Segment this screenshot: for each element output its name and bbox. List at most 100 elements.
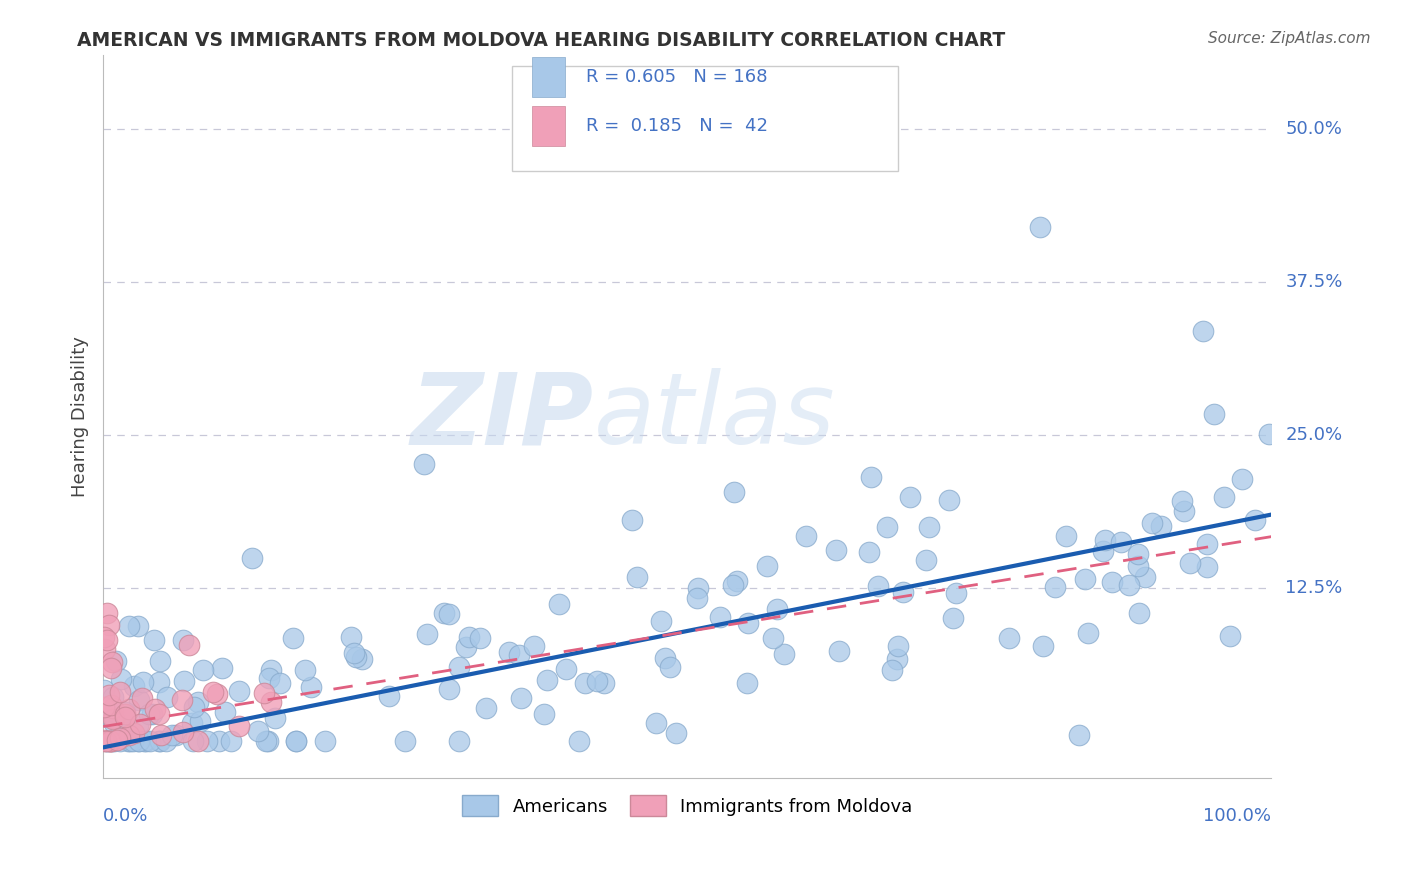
Point [891,584,914,599]
Point [214,705,236,719]
Point [104,654,127,668]
Point [202,685,225,699]
Point [228,719,250,733]
Point [247,724,270,739]
Point [1192,324,1215,338]
Point [105,733,128,747]
Point [254,734,277,748]
Point [1111,535,1133,549]
Point [101,700,124,714]
Point [259,695,281,709]
Point [101,690,124,705]
Point [187,734,209,748]
Text: 100.0%: 100.0% [1204,807,1271,825]
Text: R = 0.605   N = 168: R = 0.605 N = 168 [586,68,768,86]
Point [195,734,218,748]
Point [794,529,817,543]
Point [294,663,316,677]
Point [94,701,117,715]
Point [1074,572,1097,586]
Point [269,676,291,690]
Text: 25.0%: 25.0% [1285,426,1343,444]
Point [1091,544,1114,558]
Point [100,710,122,724]
Point [179,638,201,652]
Point [108,684,131,698]
Point [93,732,115,747]
Point [208,734,231,748]
Text: R =  0.185   N =  42: R = 0.185 N = 42 [586,117,768,135]
Point [103,712,125,726]
Point [898,490,921,504]
Point [314,734,336,748]
Point [1149,518,1171,533]
Point [127,619,149,633]
Point [118,727,141,741]
Point [165,728,187,742]
Point [128,693,150,707]
Point [536,673,558,688]
Point [1054,529,1077,543]
Point [135,734,157,748]
Y-axis label: Hearing Disability: Hearing Disability [72,336,89,497]
Point [143,702,166,716]
Point [1118,578,1140,592]
Point [725,574,748,588]
Point [344,650,367,665]
Point [134,734,156,748]
Point [127,734,149,748]
Point [938,493,960,508]
Point [149,734,172,748]
Point [723,484,745,499]
Point [1257,426,1279,441]
Point [828,644,851,658]
Point [93,683,115,698]
Point [1133,570,1156,584]
Point [1029,219,1052,234]
Point [1244,513,1267,527]
Point [585,673,607,688]
Point [104,710,127,724]
Point [114,705,136,719]
Point [942,611,965,625]
Point [437,681,460,696]
Text: 12.5%: 12.5% [1285,579,1343,597]
Point [886,652,908,666]
Point [172,725,194,739]
Point [114,710,136,724]
Point [180,716,202,731]
Point [432,606,454,620]
Point [253,686,276,700]
Point [1077,626,1099,640]
Point [148,706,170,721]
Point [98,618,121,632]
Point [108,734,131,748]
Point [1212,490,1234,504]
Point [413,457,436,471]
Point [340,630,363,644]
Point [766,602,789,616]
Point [737,616,759,631]
Point [138,706,160,721]
Point [96,734,118,748]
Point [416,627,439,641]
Point [98,734,121,748]
Point [510,690,533,705]
Point [101,655,124,669]
Point [205,687,228,701]
Point [148,734,170,748]
Point [523,639,546,653]
Point [474,700,496,714]
Point [263,711,285,725]
Point [533,706,555,721]
Point [124,726,146,740]
Point [96,734,118,748]
Point [142,633,165,648]
Point [1173,504,1195,518]
Point [96,633,118,648]
Point [221,734,243,748]
Text: 0.0%: 0.0% [103,807,149,825]
Point [122,734,145,748]
Point [108,731,131,746]
Point [98,734,121,748]
